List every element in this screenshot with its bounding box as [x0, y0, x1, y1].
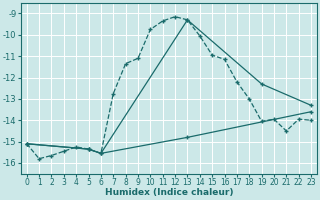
- X-axis label: Humidex (Indice chaleur): Humidex (Indice chaleur): [105, 188, 233, 197]
